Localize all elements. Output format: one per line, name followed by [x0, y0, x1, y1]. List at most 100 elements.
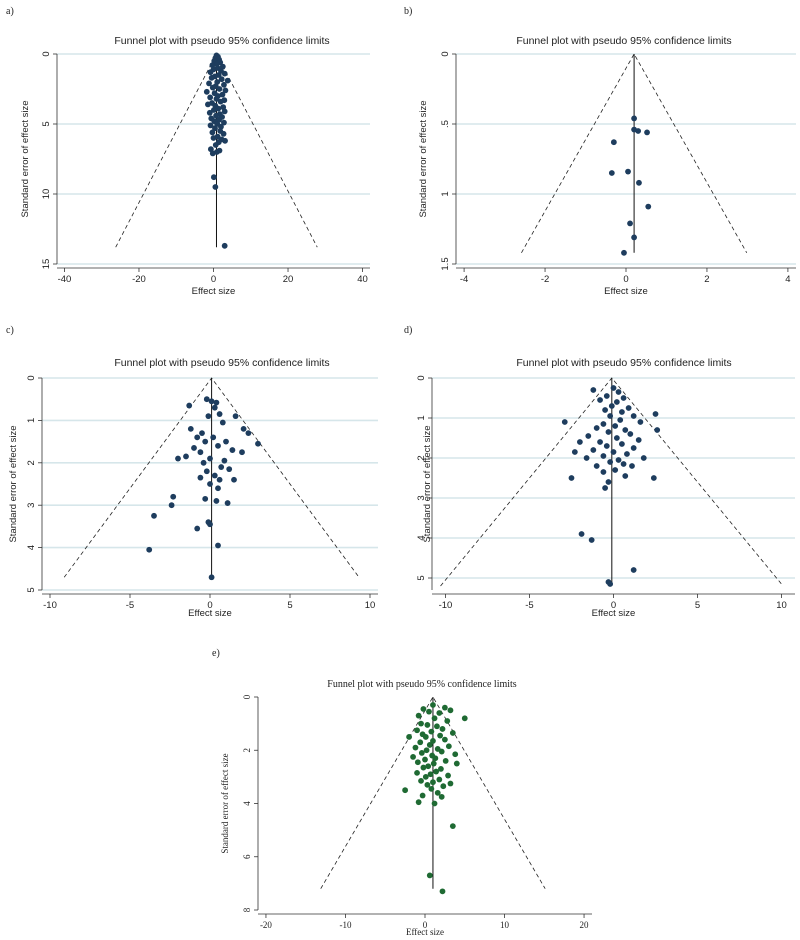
study-point [603, 443, 610, 449]
y-tick-label: 0 [416, 375, 427, 380]
study-point [410, 754, 416, 760]
study-point [576, 439, 583, 445]
x-axis-label: Effect size [188, 608, 232, 619]
study-point [216, 411, 223, 417]
study-point [203, 88, 210, 95]
study-point [422, 734, 429, 740]
study-point [208, 74, 215, 81]
study-point [223, 438, 229, 445]
study-point [219, 419, 226, 426]
study-point [453, 760, 460, 767]
panel-5: e) 0 2 4 6 8 -20 -10 0 10 20 Funnel plot with pseud… [212, 648, 592, 937]
study-point [170, 493, 177, 500]
y-tick-label: 1 [26, 418, 37, 423]
study-point [215, 105, 222, 112]
x-tick-label: 40 [357, 274, 368, 285]
study-point [419, 792, 426, 799]
study-point [151, 512, 157, 519]
x-tick-label: -2 [541, 274, 549, 285]
chart-title: Funnel plot with pseudo 95% confidence l… [516, 35, 731, 47]
study-point [210, 174, 217, 181]
y-tick-label: 5 [416, 575, 427, 580]
study-point [461, 715, 468, 722]
study-point [221, 70, 228, 77]
x-tick-label: 10 [776, 600, 787, 611]
study-point [588, 537, 595, 543]
study-point [430, 702, 436, 708]
y-tick-label: 2 [416, 455, 427, 460]
study-point [206, 80, 212, 87]
study-point [219, 91, 226, 98]
study-point [216, 476, 223, 483]
study-point [439, 888, 446, 895]
x-tick-label: -20 [132, 274, 146, 285]
study-point [593, 463, 600, 469]
x-tick-label: 0 [611, 600, 616, 611]
study-point [199, 430, 205, 437]
panel-3: c) 0 1 2 3 4 5 -10 -5 0 5 10 Funnel plot with pseudo… [6, 325, 378, 619]
study-point [561, 419, 568, 425]
y-tick-label: 5 [41, 121, 52, 126]
study-point [146, 546, 153, 553]
study-point [212, 125, 218, 132]
study-point [635, 128, 642, 134]
y-axis-label: Standard error of effect size [20, 100, 31, 217]
x-tick-label: 2 [704, 274, 709, 285]
study-point [402, 787, 409, 794]
study-point [630, 445, 637, 451]
y-tick-label: 1 [416, 415, 427, 420]
panel-4: d) 0 1 2 3 4 5 -10 -5 0 5 10 Funnel plot with pseudo… [404, 325, 795, 619]
study-point [447, 707, 454, 714]
y-tick-label: 0 [440, 51, 451, 56]
study-point [218, 464, 225, 470]
x-tick-label: 5 [287, 600, 292, 611]
study-point [600, 469, 607, 475]
study-point [637, 419, 644, 425]
study-point [218, 76, 225, 83]
study-point [220, 130, 227, 137]
study-point [215, 442, 221, 449]
study-point [449, 823, 456, 830]
x-tick-label: 0 [423, 920, 428, 930]
x-tick-label: -20 [260, 920, 272, 930]
study-point [438, 748, 445, 755]
study-point [427, 771, 434, 778]
study-point [608, 170, 615, 176]
study-point [209, 84, 216, 91]
panel-label: c) [6, 325, 14, 336]
study-point [617, 417, 624, 423]
study-point [610, 385, 617, 391]
y-tick-label: 4 [26, 545, 37, 550]
study-point [168, 502, 175, 509]
study-point [607, 459, 614, 465]
study-point [221, 119, 227, 126]
study-point [210, 135, 217, 141]
study-point [612, 423, 619, 429]
study-point [610, 139, 617, 146]
study-point [650, 475, 657, 481]
study-point [194, 525, 201, 532]
study-point [420, 706, 427, 712]
study-point [590, 387, 597, 393]
y-tick-label: 6 [242, 854, 252, 859]
y-tick-label: 15 [41, 259, 52, 270]
study-point [438, 793, 445, 800]
study-point [434, 723, 440, 730]
study-point [213, 112, 220, 119]
y-tick-label: 2 [26, 460, 37, 465]
study-point [245, 430, 252, 437]
y-tick-label: 0 [242, 694, 252, 699]
study-point [624, 451, 630, 457]
study-point [210, 434, 217, 441]
study-point [213, 149, 220, 155]
x-axis-label: Effect size [192, 286, 236, 297]
study-point [207, 122, 214, 129]
study-point [645, 203, 652, 210]
study-point [630, 567, 637, 573]
y-tick-label: 2 [242, 748, 252, 753]
study-point [418, 777, 424, 784]
chart-title: Funnel plot with pseudo 95% confidence l… [516, 357, 731, 369]
study-point [627, 220, 633, 227]
study-point [430, 738, 436, 744]
